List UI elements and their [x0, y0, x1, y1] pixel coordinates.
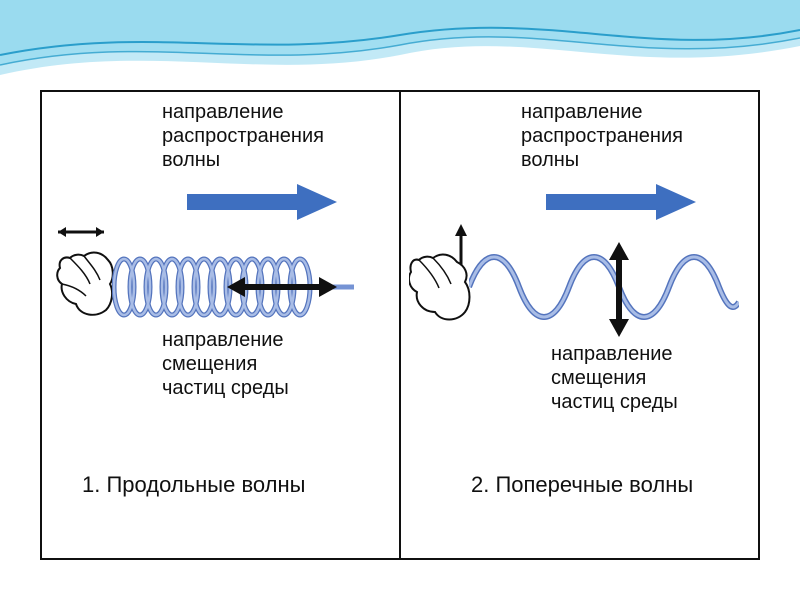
displacement-arrow-left-icon [227, 272, 337, 302]
content-frame: направление распространения волны [40, 90, 760, 560]
wave-decoration-icon [0, 0, 800, 90]
propagation-arrow-left-icon [187, 182, 337, 222]
label-displacement-right: направление смещения частиц среды [551, 342, 678, 414]
label-propagation-right: направление распространения волны [521, 100, 683, 172]
header-wave [0, 0, 800, 90]
panel-transverse: направление распространения волны [399, 92, 758, 558]
caption-left: 1. Продольные волны [82, 472, 305, 498]
slide: направление распространения волны [0, 0, 800, 600]
label-displacement-left: направление смещения частиц среды [162, 328, 289, 400]
caption-right: 2. Поперечные волны [471, 472, 693, 498]
label-propagation-left: направление распространения волны [162, 100, 324, 172]
propagation-arrow-right-icon [546, 182, 696, 222]
panel-longitudinal: направление распространения волны [42, 92, 399, 558]
displacement-arrow-right-icon [604, 242, 634, 337]
